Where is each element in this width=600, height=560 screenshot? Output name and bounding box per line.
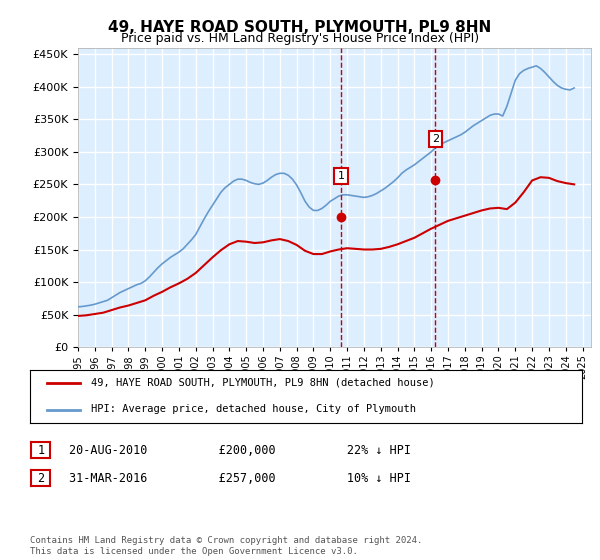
Text: 2: 2 <box>432 134 439 144</box>
Text: 1: 1 <box>337 171 344 181</box>
Text: 20-AUG-2010          £200,000          22% ↓ HPI: 20-AUG-2010 £200,000 22% ↓ HPI <box>69 444 411 458</box>
Text: 49, HAYE ROAD SOUTH, PLYMOUTH, PL9 8HN (detached house): 49, HAYE ROAD SOUTH, PLYMOUTH, PL9 8HN (… <box>91 378 434 388</box>
Text: Price paid vs. HM Land Registry's House Price Index (HPI): Price paid vs. HM Land Registry's House … <box>121 32 479 45</box>
Text: 1: 1 <box>37 444 44 457</box>
Text: HPI: Average price, detached house, City of Plymouth: HPI: Average price, detached house, City… <box>91 404 416 414</box>
Text: 2: 2 <box>37 472 44 485</box>
Text: 49, HAYE ROAD SOUTH, PLYMOUTH, PL9 8HN: 49, HAYE ROAD SOUTH, PLYMOUTH, PL9 8HN <box>109 20 491 35</box>
Text: 31-MAR-2016          £257,000          10% ↓ HPI: 31-MAR-2016 £257,000 10% ↓ HPI <box>69 472 411 486</box>
Text: Contains HM Land Registry data © Crown copyright and database right 2024.
This d: Contains HM Land Registry data © Crown c… <box>30 536 422 556</box>
